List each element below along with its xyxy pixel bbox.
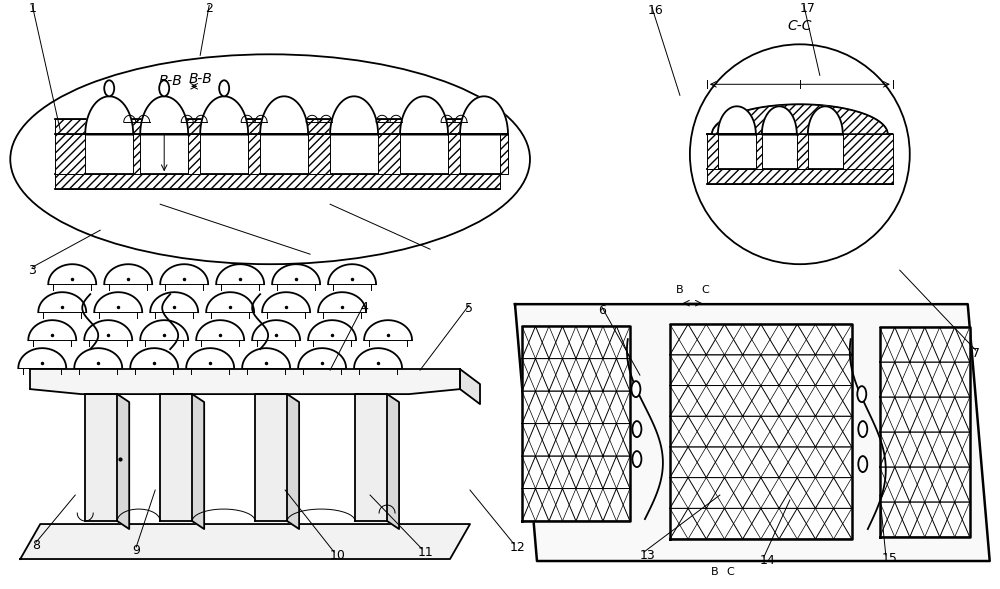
Polygon shape [355, 394, 387, 521]
Polygon shape [400, 97, 448, 134]
Polygon shape [756, 134, 762, 169]
Ellipse shape [858, 456, 867, 472]
Text: C: C [726, 567, 734, 577]
Ellipse shape [632, 451, 641, 467]
Text: B: B [676, 285, 684, 295]
Text: B-B: B-B [188, 72, 212, 87]
Text: 4: 4 [360, 300, 368, 314]
Polygon shape [55, 119, 500, 134]
Polygon shape [20, 524, 470, 559]
Polygon shape [718, 106, 756, 134]
Ellipse shape [10, 54, 530, 264]
Polygon shape [30, 369, 460, 394]
Text: 6: 6 [598, 304, 606, 317]
Polygon shape [55, 134, 85, 174]
Text: 12: 12 [510, 541, 526, 554]
Polygon shape [200, 97, 248, 134]
Polygon shape [707, 134, 718, 169]
Polygon shape [522, 326, 630, 521]
Polygon shape [515, 304, 990, 561]
Text: 9: 9 [132, 544, 140, 557]
Polygon shape [808, 106, 843, 134]
Polygon shape [188, 134, 200, 174]
Polygon shape [762, 106, 797, 134]
Text: B: B [711, 567, 719, 577]
Polygon shape [133, 134, 140, 174]
Polygon shape [797, 134, 808, 169]
Polygon shape [117, 394, 129, 529]
Polygon shape [160, 394, 192, 521]
Polygon shape [378, 134, 400, 174]
Text: C: C [701, 285, 709, 295]
Ellipse shape [631, 381, 640, 397]
Polygon shape [308, 134, 330, 174]
Text: 16: 16 [648, 4, 664, 17]
Polygon shape [707, 169, 893, 184]
Text: 13: 13 [640, 548, 656, 561]
Polygon shape [707, 104, 893, 134]
Ellipse shape [858, 421, 867, 437]
Text: 7: 7 [972, 347, 980, 360]
Polygon shape [85, 97, 133, 134]
Text: 10: 10 [330, 548, 346, 561]
Polygon shape [192, 394, 204, 529]
Ellipse shape [219, 80, 229, 96]
Text: 11: 11 [418, 545, 434, 558]
Polygon shape [460, 369, 480, 404]
Polygon shape [55, 174, 500, 189]
Polygon shape [670, 324, 852, 539]
Ellipse shape [159, 80, 169, 96]
Polygon shape [500, 134, 508, 174]
Text: B-B: B-B [158, 74, 182, 88]
Polygon shape [880, 327, 970, 537]
Polygon shape [448, 134, 460, 174]
Text: 2: 2 [205, 2, 213, 15]
Polygon shape [843, 134, 893, 169]
Text: 17: 17 [800, 2, 816, 15]
Text: 15: 15 [882, 551, 898, 564]
Text: 8: 8 [32, 538, 40, 551]
Ellipse shape [104, 80, 114, 96]
Text: 1: 1 [28, 2, 36, 15]
Polygon shape [387, 394, 399, 529]
Ellipse shape [857, 386, 866, 402]
Polygon shape [287, 394, 299, 529]
Ellipse shape [632, 421, 641, 437]
Polygon shape [260, 97, 308, 134]
Circle shape [690, 44, 910, 264]
Text: 3: 3 [28, 264, 36, 277]
Polygon shape [330, 97, 378, 134]
Polygon shape [248, 134, 260, 174]
Polygon shape [255, 394, 287, 521]
Polygon shape [140, 97, 188, 134]
Text: C-C: C-C [788, 19, 812, 34]
Polygon shape [85, 394, 117, 521]
Polygon shape [460, 97, 508, 134]
Text: 5: 5 [465, 302, 473, 315]
Text: 14: 14 [760, 554, 776, 567]
